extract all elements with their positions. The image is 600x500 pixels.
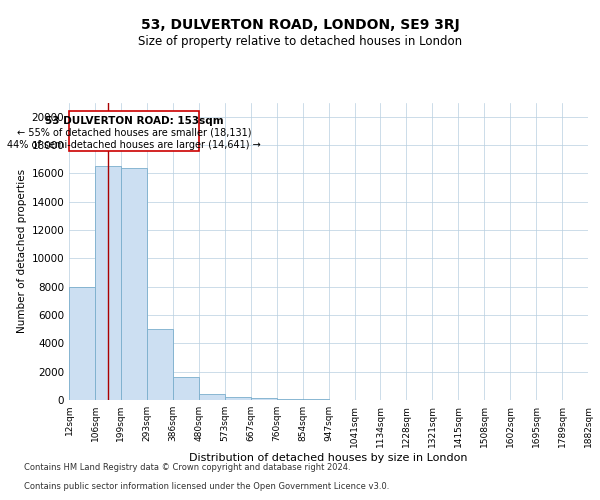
Text: 44% of semi-detached houses are larger (14,641) →: 44% of semi-detached houses are larger (… bbox=[7, 140, 261, 149]
Bar bbox=[147, 329, 173, 400]
Text: 53 DULVERTON ROAD: 153sqm: 53 DULVERTON ROAD: 153sqm bbox=[44, 116, 223, 126]
Bar bbox=[302, 399, 329, 400]
X-axis label: Distribution of detached houses by size in London: Distribution of detached houses by size … bbox=[189, 452, 468, 462]
Bar bbox=[224, 397, 251, 400]
Bar bbox=[69, 286, 95, 400]
Bar bbox=[173, 378, 199, 400]
Text: Size of property relative to detached houses in London: Size of property relative to detached ho… bbox=[138, 35, 462, 48]
Text: Contains HM Land Registry data © Crown copyright and database right 2024.: Contains HM Land Registry data © Crown c… bbox=[24, 464, 350, 472]
Text: ← 55% of detached houses are smaller (18,131): ← 55% of detached houses are smaller (18… bbox=[17, 128, 251, 138]
Text: 53, DULVERTON ROAD, LONDON, SE9 3RJ: 53, DULVERTON ROAD, LONDON, SE9 3RJ bbox=[140, 18, 460, 32]
Bar bbox=[199, 394, 224, 400]
Bar bbox=[95, 166, 121, 400]
Bar bbox=[251, 398, 277, 400]
Bar bbox=[277, 398, 302, 400]
Bar bbox=[69, 111, 199, 150]
Y-axis label: Number of detached properties: Number of detached properties bbox=[17, 169, 27, 334]
Bar bbox=[121, 168, 147, 400]
Text: Contains public sector information licensed under the Open Government Licence v3: Contains public sector information licen… bbox=[24, 482, 389, 491]
